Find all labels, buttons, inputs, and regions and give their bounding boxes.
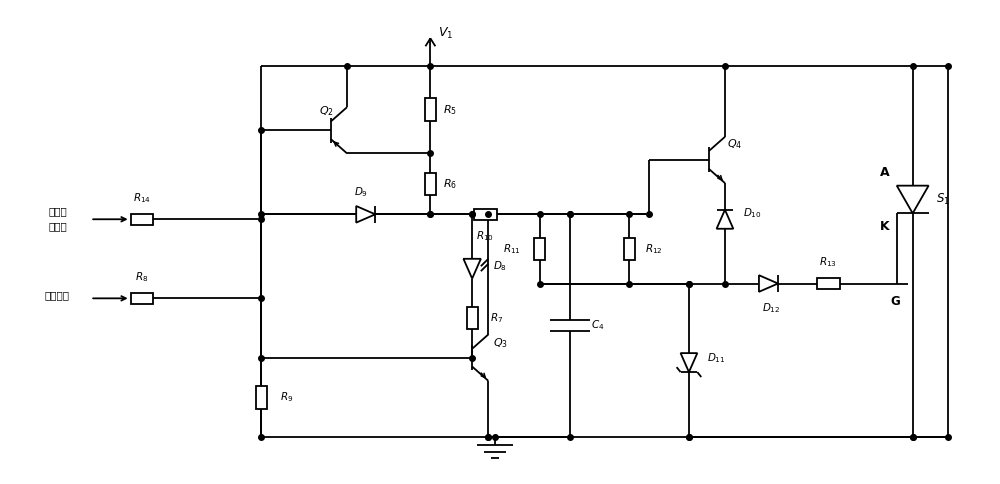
Text: $R_7$: $R_7$ [490,311,504,325]
Polygon shape [681,353,697,372]
Text: $R_{11}$: $R_{11}$ [503,242,521,256]
Text: $D_{11}$: $D_{11}$ [707,351,726,364]
Text: $D_{10}$: $D_{10}$ [743,207,762,220]
Text: $R_6$: $R_6$ [443,177,457,191]
Text: $R_{12}$: $R_{12}$ [645,242,663,256]
Text: $Q_3$: $Q_3$ [493,336,508,350]
Text: $R_{13}$: $R_{13}$ [819,255,837,269]
Text: $D_9$: $D_9$ [354,186,368,199]
Bar [131,214,153,225]
Bar [467,307,478,330]
Text: $R_{10}$: $R_{10}$ [476,229,494,243]
Bar [256,386,267,408]
Text: $S_1$: $S_1$ [936,192,949,207]
Text: $R_9$: $R_9$ [280,390,293,404]
Text: $C_4$: $C_4$ [591,318,604,333]
Text: $D_{12}$: $D_{12}$ [762,302,781,315]
Polygon shape [717,210,733,229]
Text: $R_{14}$: $R_{14}$ [133,192,151,205]
Bar [131,293,153,304]
Text: $Q_4$: $Q_4$ [727,137,743,151]
Text: 发单元: 发单元 [48,221,67,231]
Text: $D_8$: $D_8$ [493,259,507,272]
Polygon shape [897,186,929,213]
Polygon shape [463,259,481,279]
Text: A: A [880,166,890,179]
Bar [817,278,840,289]
Bar [534,238,545,260]
Text: 跟随触: 跟随触 [48,206,67,216]
Text: $R_8$: $R_8$ [135,271,149,285]
Bar [624,238,635,260]
Text: $R_5$: $R_5$ [443,103,457,117]
Text: G: G [890,295,900,308]
Polygon shape [759,275,778,292]
Bar [425,98,436,121]
Text: $Q_2$: $Q_2$ [319,104,333,118]
Bar [474,209,497,220]
Text: $V_1$: $V_1$ [438,26,453,41]
Text: K: K [880,220,890,233]
Bar [425,172,436,195]
Text: 逻辑单元: 逻辑单元 [45,290,70,301]
Polygon shape [356,206,375,223]
